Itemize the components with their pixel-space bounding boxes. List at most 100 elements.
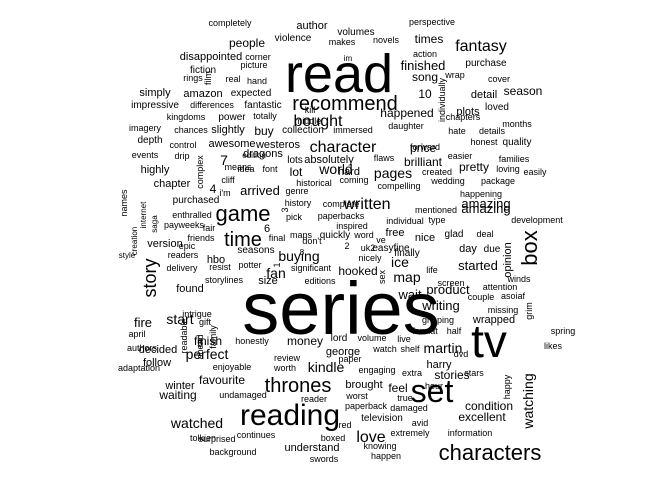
- word-sex: sex: [377, 270, 387, 285]
- word-people: people: [229, 36, 265, 50]
- word-ice: ice: [391, 254, 409, 270]
- word-control: control: [169, 140, 196, 150]
- word-storylines: storylines: [205, 275, 244, 285]
- word-recommend: recommend: [292, 93, 398, 115]
- word-novels: novels: [373, 35, 400, 45]
- word-final: final: [269, 233, 286, 243]
- word-grim: grim: [524, 302, 534, 320]
- word-extra: extra: [402, 368, 422, 378]
- word-kingdoms: kingdoms: [167, 112, 206, 122]
- word-honest: honest: [470, 137, 498, 147]
- word-size: size: [258, 275, 278, 287]
- word-glad: glad: [445, 229, 464, 240]
- word-damaged: damaged: [390, 403, 428, 413]
- word-amazing: amazing: [461, 196, 510, 211]
- word-set: set: [411, 373, 454, 409]
- word-dvd: dvd: [454, 349, 469, 359]
- word-map: map: [393, 269, 420, 285]
- word-due: due: [484, 244, 501, 255]
- word-life: life: [426, 265, 438, 275]
- word-plots: plots: [456, 106, 480, 118]
- word-chances: chances: [174, 125, 208, 135]
- word-3: 3: [280, 207, 290, 212]
- word-fan: fan: [266, 265, 285, 281]
- word-deal: deal: [476, 229, 493, 239]
- word-red: red: [338, 420, 351, 430]
- word-absolutely: absolutely: [304, 154, 354, 166]
- word-totally: totally: [253, 111, 277, 121]
- word-editions: editions: [304, 276, 336, 286]
- word-surprised: surprised: [198, 434, 235, 444]
- word-easily: easily: [523, 167, 547, 177]
- word-font: font: [262, 164, 278, 174]
- word-characters: characters: [439, 440, 542, 465]
- word-swords: swords: [310, 454, 339, 464]
- word-opinion: opinion: [502, 242, 514, 277]
- word-westeros: westeros: [255, 139, 301, 151]
- word-understand: understand: [284, 442, 339, 454]
- word-hbo: hbo: [207, 254, 225, 266]
- word-volumes: volumes: [337, 27, 374, 38]
- word-volume: volume: [357, 333, 386, 343]
- word-favourite: favourite: [199, 373, 245, 387]
- word-day: day: [459, 243, 477, 255]
- word-excellent: excellent: [458, 410, 506, 424]
- word-compelling: compelling: [377, 181, 420, 191]
- word-authors: authors: [127, 343, 158, 353]
- word-creation: creation: [130, 227, 139, 255]
- word-expected: expected: [231, 88, 272, 99]
- word-don-t: don't: [302, 236, 322, 246]
- word-cover: cover: [488, 74, 510, 84]
- word-lord: lord: [331, 333, 348, 344]
- word-worth: worth: [273, 363, 296, 373]
- word-package: package: [481, 176, 515, 186]
- word-enjoyable: enjoyable: [213, 362, 252, 372]
- word-names: names: [119, 189, 129, 217]
- word-found: found: [176, 283, 204, 295]
- word-intrigue: intrigue: [182, 309, 212, 319]
- word-lot: lot: [290, 165, 303, 179]
- word-gift: gift: [199, 317, 212, 327]
- word-true: true: [397, 393, 413, 403]
- word-thrones: thrones: [265, 375, 332, 397]
- word-information: information: [448, 428, 493, 438]
- word-loved: loved: [485, 102, 509, 113]
- word-live: live: [397, 334, 411, 344]
- word-wedding: wedding: [430, 176, 465, 186]
- word-paperbacks: paperbacks: [318, 211, 365, 221]
- word-family: family: [208, 325, 218, 349]
- word-couple: couple: [468, 292, 495, 302]
- word-payweeks: payweeks: [164, 220, 205, 230]
- word-idea: idea: [237, 164, 254, 174]
- word-impressive: impressive: [131, 100, 179, 111]
- word-follow: follow: [143, 357, 171, 369]
- word-continues: continues: [237, 430, 276, 440]
- word-dragons: dragons: [243, 148, 283, 160]
- word-4: 4: [210, 182, 217, 196]
- word-buying: buying: [278, 248, 319, 264]
- word-april: april: [128, 329, 145, 339]
- word-makes: makes: [329, 37, 356, 47]
- word-worst: worst: [345, 391, 368, 401]
- word-reading: reading: [240, 399, 340, 432]
- word-wait: wait: [397, 287, 422, 302]
- word-hard: hard: [338, 166, 360, 178]
- word-development: development: [511, 215, 563, 225]
- word-half: half: [447, 326, 462, 336]
- word-nicely: nicely: [358, 253, 382, 263]
- word-series: series: [242, 267, 439, 350]
- word-watching: watching: [520, 373, 536, 429]
- word-buy: buy: [254, 124, 273, 138]
- word-background: background: [209, 447, 256, 457]
- word-maps: maps: [290, 230, 313, 240]
- word-arrived: arrived: [240, 183, 280, 198]
- word-decided: decided: [139, 344, 178, 356]
- word-edition: edition: [242, 151, 266, 160]
- word-ve: ve: [376, 235, 386, 245]
- word-fantasy: fantasy: [455, 38, 507, 55]
- word-created: created: [422, 167, 452, 177]
- word-martin: martin: [424, 340, 463, 356]
- word-details: details: [479, 126, 506, 136]
- word-type: type: [428, 215, 445, 225]
- word-means: means: [224, 162, 252, 172]
